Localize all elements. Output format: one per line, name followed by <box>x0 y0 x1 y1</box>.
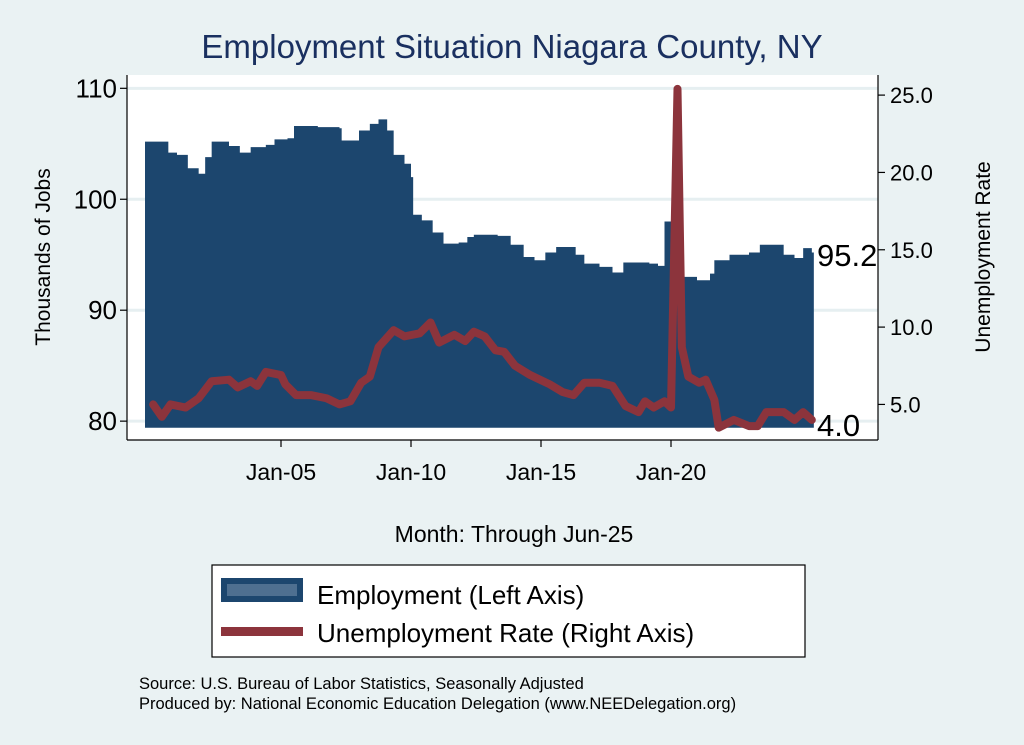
legend: Employment (Left Axis) Unemployment Rate… <box>211 564 806 658</box>
right-tick-label: 20.0 <box>890 160 933 185</box>
left-tick-label: 90 <box>88 295 117 325</box>
right-tick-label: 15.0 <box>890 238 933 263</box>
employment-area <box>145 119 814 428</box>
unemployment-end-label: 4.0 <box>817 408 860 443</box>
x-axis-title: Month: Through Jun-25 <box>395 521 634 547</box>
legend-label-employment: Employment (Left Axis) <box>317 580 584 610</box>
right-tick-label: 10.0 <box>890 315 933 340</box>
axis-ticks: 80 90 100 110 5.0 10.0 15.0 20.0 25.0 Jan-05 Jan-1… <box>74 73 933 485</box>
left-axis-title: Thousands of Jobs <box>32 168 55 345</box>
chart-title: Employment Situation Niagara County, NY <box>201 28 822 65</box>
x-tick-label: Jan-05 <box>246 459 316 485</box>
produced-note: Produced by: National Economic Education… <box>139 695 736 713</box>
left-tick-label: 110 <box>76 73 117 103</box>
right-tick-label: 25.0 <box>890 83 933 108</box>
x-tick-label: Jan-10 <box>376 459 446 485</box>
legend-label-unemployment: Unemployment Rate (Right Axis) <box>317 618 694 648</box>
unemployment-line <box>149 84 816 432</box>
right-axis-title: Unemployment Rate <box>972 161 995 352</box>
employment-end-label: 95.2 <box>817 238 877 273</box>
left-tick-label: 80 <box>88 406 117 436</box>
x-tick-label: Jan-20 <box>636 459 706 485</box>
right-tick-label: 5.0 <box>890 392 921 417</box>
left-tick-label: 100 <box>74 184 117 214</box>
source-note: Source: U.S. Bureau of Labor Statistics,… <box>139 675 584 693</box>
legend-swatch-unemployment <box>221 627 303 636</box>
x-tick-label: Jan-15 <box>506 459 576 485</box>
